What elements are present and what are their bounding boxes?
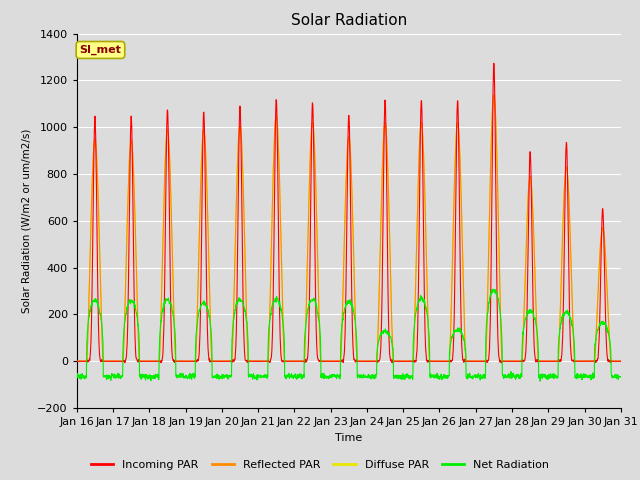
Legend: Incoming PAR, Reflected PAR, Diffuse PAR, Net Radiation: Incoming PAR, Reflected PAR, Diffuse PAR… xyxy=(86,456,554,474)
X-axis label: Time: Time xyxy=(335,432,362,443)
Y-axis label: Solar Radiation (W/m2 or um/m2/s): Solar Radiation (W/m2 or um/m2/s) xyxy=(22,129,32,313)
Text: SI_met: SI_met xyxy=(79,45,122,55)
Title: Solar Radiation: Solar Radiation xyxy=(291,13,407,28)
